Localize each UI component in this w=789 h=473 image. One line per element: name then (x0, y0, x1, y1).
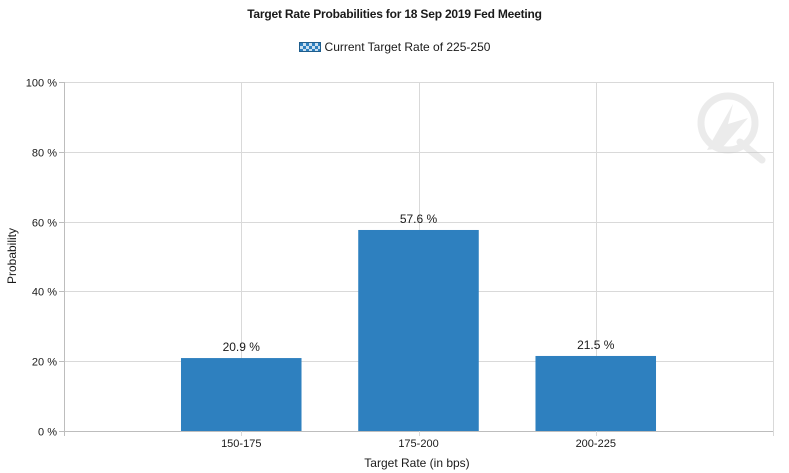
x-axis-title: Target Rate (in bps) (364, 456, 469, 470)
legend-swatch (298, 42, 321, 52)
bar (180, 358, 302, 431)
y-tick-label: 80 % (32, 148, 57, 160)
y-tick-label: 60 % (32, 218, 57, 230)
y-tick-label: 40 % (32, 287, 57, 299)
bar (358, 229, 479, 431)
y-tick-label: 100 % (26, 78, 57, 90)
legend: Current Target Rate of 225-250 (0, 40, 789, 54)
bar-value-label: 20.9 % (223, 340, 261, 354)
bar (535, 355, 657, 431)
watermark-logo (697, 92, 766, 164)
x-tick-label: 200-225 (576, 438, 616, 450)
bar-value-label: 21.5 % (577, 338, 615, 352)
y-axis-title: Probability (5, 228, 19, 284)
x-tick-label: 150-175 (221, 438, 261, 450)
legend-label: Current Target Rate of 225-250 (324, 40, 491, 54)
x-tick-label: 175-200 (398, 438, 438, 450)
y-tick-label: 20 % (32, 357, 57, 369)
y-tick-label: 0 % (38, 427, 57, 439)
bar-value-label: 57.6 % (400, 212, 438, 226)
chart-title: Target Rate Probabilities for 18 Sep 201… (247, 7, 542, 21)
